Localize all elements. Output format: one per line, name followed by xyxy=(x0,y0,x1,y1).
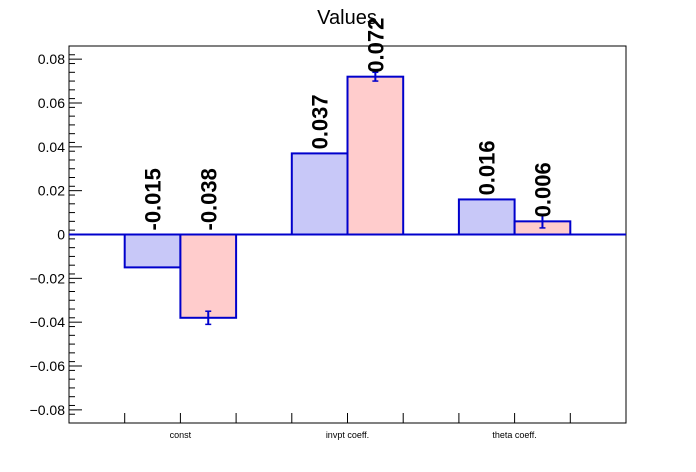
y-tick-label: −0.08 xyxy=(30,402,66,418)
bar xyxy=(290,152,349,236)
bar xyxy=(123,233,182,269)
data-labels: -0.015 0.037 0.016 -0.038 0.072 0.006 xyxy=(141,18,556,231)
y-tick-label: −0.04 xyxy=(30,314,66,330)
chart-title: Values xyxy=(317,7,377,29)
data-label: 0.072 xyxy=(363,18,388,73)
y-tick-label: 0 xyxy=(57,227,65,243)
bar xyxy=(179,233,238,319)
x-axis: const invpt coeff. theta coeff. xyxy=(124,413,571,440)
data-label: 0.006 xyxy=(530,162,555,217)
data-label: -0.015 xyxy=(141,168,166,230)
data-label: 0.016 xyxy=(475,140,500,195)
y-axis: −0.08 −0.06 −0.04 −0.02 0 0.02 0.04 0.06 0.08 xyxy=(30,45,82,424)
data-label: -0.038 xyxy=(196,168,221,230)
y-tick-label: 0.02 xyxy=(38,183,65,199)
bar xyxy=(346,75,405,236)
x-category-label: theta coeff. xyxy=(492,430,536,440)
y-tick-label: −0.02 xyxy=(30,270,66,286)
bar-series xyxy=(123,75,572,319)
x-category-label: invpt coeff. xyxy=(326,430,369,440)
error-bars xyxy=(205,71,546,326)
y-tick-label: −0.06 xyxy=(30,358,66,374)
x-category-label: const xyxy=(170,430,192,440)
y-tick-label: 0.04 xyxy=(38,139,65,155)
y-tick-label: 0.08 xyxy=(38,51,65,67)
bar xyxy=(457,198,516,236)
data-label: 0.037 xyxy=(308,94,333,149)
y-tick-label: 0.06 xyxy=(38,95,65,111)
